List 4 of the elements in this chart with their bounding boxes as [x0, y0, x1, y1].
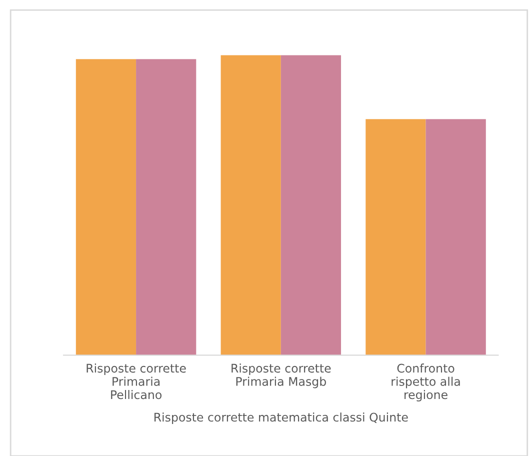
x-tick-label: Risposte corrette Primaria Masgb [232, 364, 331, 388]
x-tick-label: Confronto rispetto alla regione [392, 364, 460, 402]
x-tick-label: Risposte corrette Primaria Pellicano [86, 364, 186, 400]
x-axis-title: Risposte corrette matematica classi Quinte [154, 412, 408, 424]
